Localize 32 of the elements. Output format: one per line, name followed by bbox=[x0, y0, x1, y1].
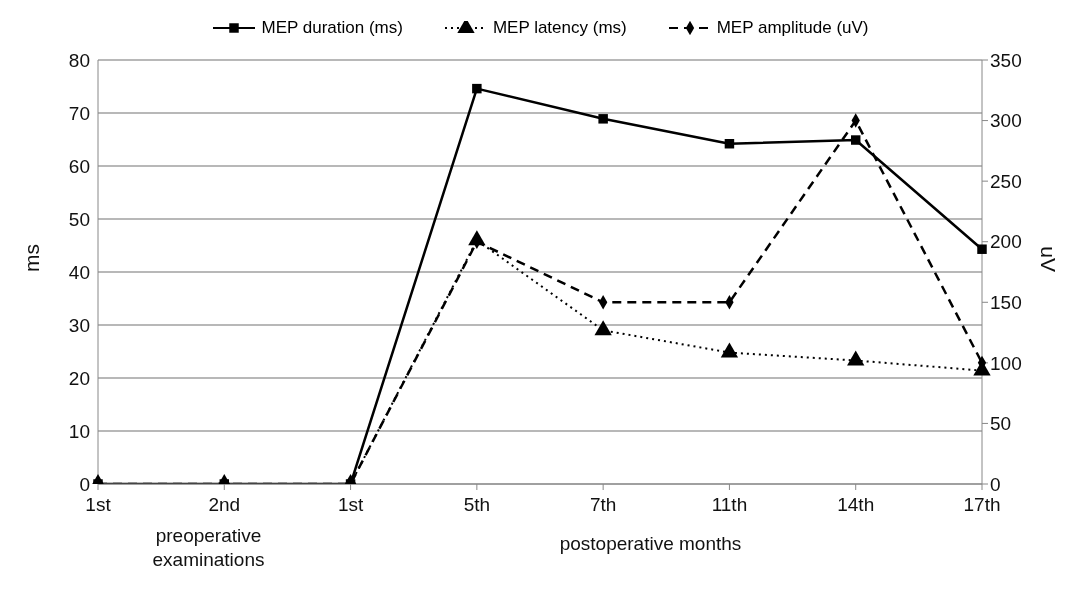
y-tick-label: 10 bbox=[68, 420, 90, 442]
y-tick-label: 80 bbox=[68, 49, 90, 71]
text: preoperative examinations bbox=[151, 524, 266, 572]
legend-label: MEP amplitude (uV) bbox=[716, 18, 869, 38]
y-axis-title: ms bbox=[20, 244, 44, 272]
x-tick-label: 1st bbox=[85, 494, 112, 516]
y-tick-label: 60 bbox=[68, 155, 90, 177]
y2-tick-label: 250 bbox=[990, 170, 1022, 192]
x-tick-label: 7th bbox=[589, 494, 617, 516]
x-tick-label: 11th bbox=[711, 494, 748, 516]
y2-tick-label: 350 bbox=[990, 49, 1022, 71]
legend-label: MEP duration (ms) bbox=[261, 18, 403, 38]
legend-label: MEP latency (ms) bbox=[492, 18, 627, 38]
y-tick-label: 70 bbox=[68, 102, 90, 124]
y2-axis-title: uV bbox=[1036, 246, 1060, 272]
x-tick-label: 2nd bbox=[208, 494, 241, 516]
y2-tick-label: 150 bbox=[990, 292, 1022, 314]
y-tick-label: 40 bbox=[68, 261, 90, 283]
x-tick-label: 5th bbox=[463, 494, 491, 516]
x-tick-label: 17th bbox=[963, 494, 1001, 516]
y2-tick-label: 300 bbox=[990, 110, 1022, 132]
text: postoperative months bbox=[558, 532, 743, 556]
x-tick-label: 1st bbox=[337, 494, 364, 516]
y-tick-label: 20 bbox=[68, 367, 90, 389]
y2-tick-label: 200 bbox=[990, 231, 1022, 253]
x-tick-label: 14th bbox=[837, 494, 875, 516]
y2-tick-label: 100 bbox=[990, 352, 1022, 374]
y-tick-label: 30 bbox=[68, 314, 90, 336]
y-tick-label: 50 bbox=[68, 208, 90, 230]
y2-tick-label: 0 bbox=[990, 473, 1001, 495]
y-tick-label: 0 bbox=[79, 473, 90, 495]
y2-tick-label: 50 bbox=[990, 413, 1012, 435]
